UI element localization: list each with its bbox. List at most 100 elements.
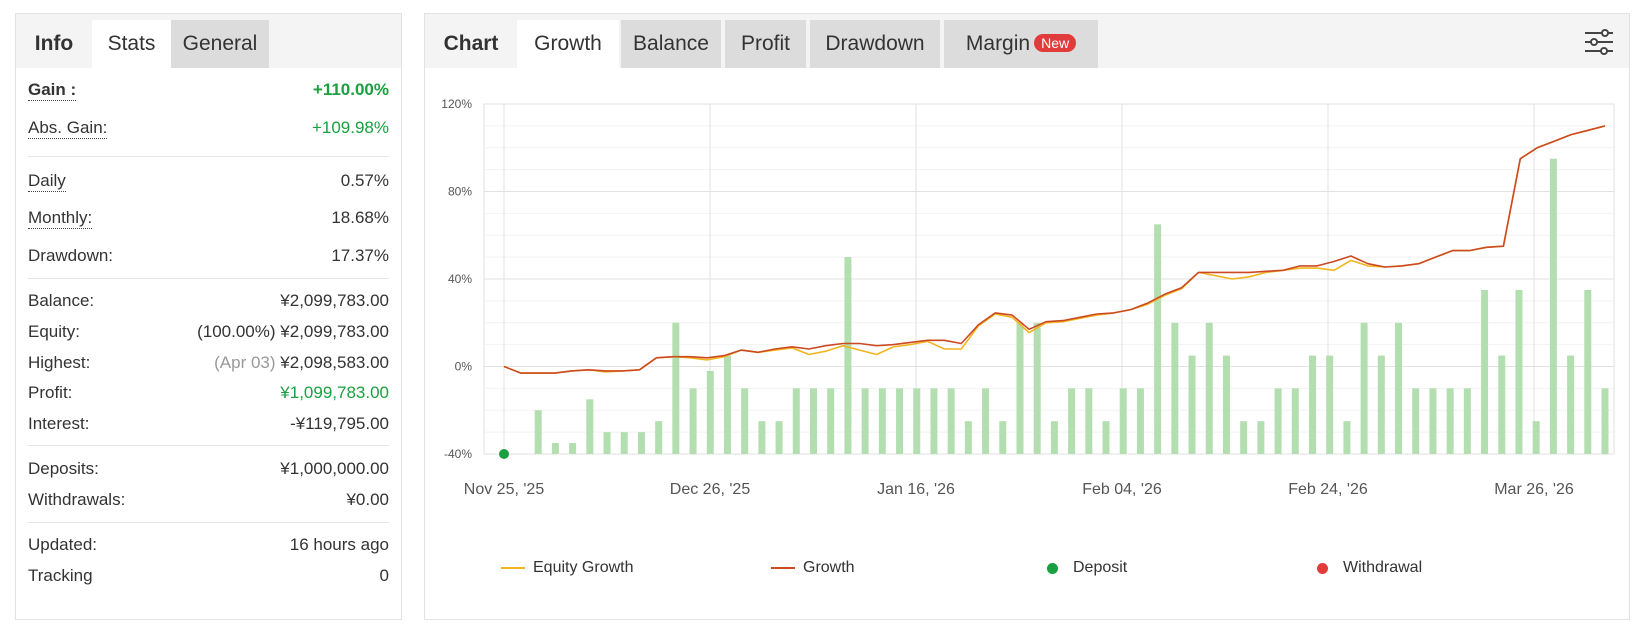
daily-bar (1119, 388, 1127, 454)
y-tick-label: 80% (448, 185, 472, 199)
chart-label: Chart (443, 32, 499, 55)
daily-bar (758, 421, 766, 454)
daily-bar (551, 443, 559, 454)
daily-value: 0.57% (340, 171, 389, 190)
daily-bar (1343, 421, 1351, 454)
daily-bar (1498, 355, 1506, 454)
divider (28, 156, 389, 157)
daily-bar (827, 388, 835, 454)
daily-bar (586, 399, 594, 454)
gain-row: Gain : +110.00% (28, 80, 389, 104)
tab-balance[interactable]: Balance (621, 20, 721, 68)
tab-growth[interactable]: Growth (517, 20, 619, 68)
daily-row: Daily 0.57% (28, 171, 389, 195)
interest-value: -¥119,795.00 (290, 414, 389, 433)
daily-bar (655, 421, 663, 454)
abs-gain-label[interactable]: Abs. Gain: (28, 118, 108, 139)
profit-row: Profit: ¥1,099,783.00 (28, 383, 389, 407)
daily-bar (792, 388, 800, 454)
daily-bar (1549, 158, 1557, 454)
daily-bar (1308, 355, 1316, 454)
drawdown-value: 17.37% (331, 246, 389, 265)
daily-bar (741, 388, 749, 454)
tab-info[interactable]: Info (34, 32, 74, 55)
highest-value: ¥2,098,583.00 (280, 353, 389, 372)
updated-value: 16 hours ago (289, 535, 389, 554)
highest-label: Highest: (28, 353, 91, 372)
tab-general[interactable]: General (171, 20, 269, 68)
daily-bar (964, 421, 972, 454)
daily-bar (982, 388, 990, 454)
daily-bar (534, 410, 542, 454)
balance-label: Balance: (28, 291, 95, 310)
daily-bar (1412, 388, 1420, 454)
legend-withdrawal-label: Withdrawal (1343, 559, 1423, 576)
tab-profit[interactable]: Profit (725, 20, 806, 68)
daily-bar (1016, 322, 1024, 454)
gain-value: +110.00% (312, 80, 389, 99)
interest-label: Interest: (28, 414, 90, 433)
divider (28, 445, 389, 446)
deposit-dot-icon (1047, 563, 1058, 574)
deposits-row: Deposits: ¥1,000,000.00 (28, 459, 389, 483)
tab-margin[interactable]: Margin New (944, 20, 1098, 68)
daily-bar (1360, 322, 1368, 454)
updated-row: Updated: 16 hours ago (28, 535, 389, 559)
deposits-label: Deposits: (28, 459, 99, 478)
daily-bar (603, 432, 611, 454)
withdrawals-label: Withdrawals: (28, 490, 126, 509)
daily-bar (896, 388, 904, 454)
drawdown-row: Drawdown: 17.37% (28, 246, 389, 270)
monthly-row: Monthly: 18.68% (28, 208, 389, 232)
daily-bar (999, 421, 1007, 454)
updated-label: Updated: (28, 535, 97, 554)
daily-bar (706, 370, 714, 454)
tab-stats[interactable]: Stats (92, 20, 171, 68)
balance-row: Balance: ¥2,099,783.00 (28, 291, 389, 315)
daily-bar (1584, 289, 1592, 454)
stats-tabbar: Info Stats General (16, 14, 401, 68)
highest-date: (Apr 03) (214, 353, 276, 372)
legend-equity-growth-label: Equity Growth (533, 559, 634, 576)
tab-drawdown[interactable]: Drawdown (810, 20, 940, 68)
monthly-label[interactable]: Monthly: (28, 208, 93, 229)
daily-bar (1257, 421, 1265, 454)
gain-label[interactable]: Gain : (28, 80, 77, 101)
withdrawal-dot-icon (1317, 563, 1328, 574)
daily-bar (637, 432, 645, 454)
daily-bar (1377, 355, 1385, 454)
sliders-icon[interactable] (1583, 26, 1615, 58)
daily-label[interactable]: Daily (28, 171, 66, 192)
legend-growth-label: Growth (803, 559, 855, 576)
daily-bar (1033, 322, 1041, 454)
y-tick-label: 120% (441, 97, 472, 111)
y-tick-label: -40% (444, 447, 472, 461)
highest-row: Highest: (Apr 03) ¥2,098,583.00 (28, 353, 389, 377)
daily-bar (1291, 388, 1299, 454)
y-tick-label: 0% (455, 360, 473, 374)
daily-bar (1240, 421, 1248, 454)
daily-bar (1532, 421, 1540, 454)
daily-bar (672, 322, 680, 454)
daily-bar (1050, 421, 1058, 454)
x-tick-label: Feb 04, '26 (1082, 481, 1162, 498)
equity-growth-swatch (501, 567, 525, 569)
daily-bar (1515, 289, 1523, 454)
daily-bar (861, 388, 869, 454)
daily-bar (1481, 289, 1489, 454)
x-tick-label: Dec 26, '25 (670, 481, 751, 498)
daily-bar (1274, 388, 1282, 454)
profit-value: ¥1,099,783.00 (280, 383, 389, 402)
daily-bar (1463, 388, 1471, 454)
equity-row: Equity: (100.00%) ¥2,099,783.00 (28, 322, 389, 346)
abs-gain-row: Abs. Gain: +109.98% (28, 118, 389, 142)
daily-bar (689, 388, 697, 454)
x-tick-label: Nov 25, '25 (464, 481, 545, 498)
drawdown-label: Drawdown: (28, 246, 114, 265)
daily-bar (1188, 355, 1196, 454)
daily-bar (1395, 322, 1403, 454)
daily-bar (930, 388, 938, 454)
daily-bar (844, 257, 852, 454)
daily-bar (810, 388, 818, 454)
x-tick-label: Jan 16, '26 (877, 481, 955, 498)
